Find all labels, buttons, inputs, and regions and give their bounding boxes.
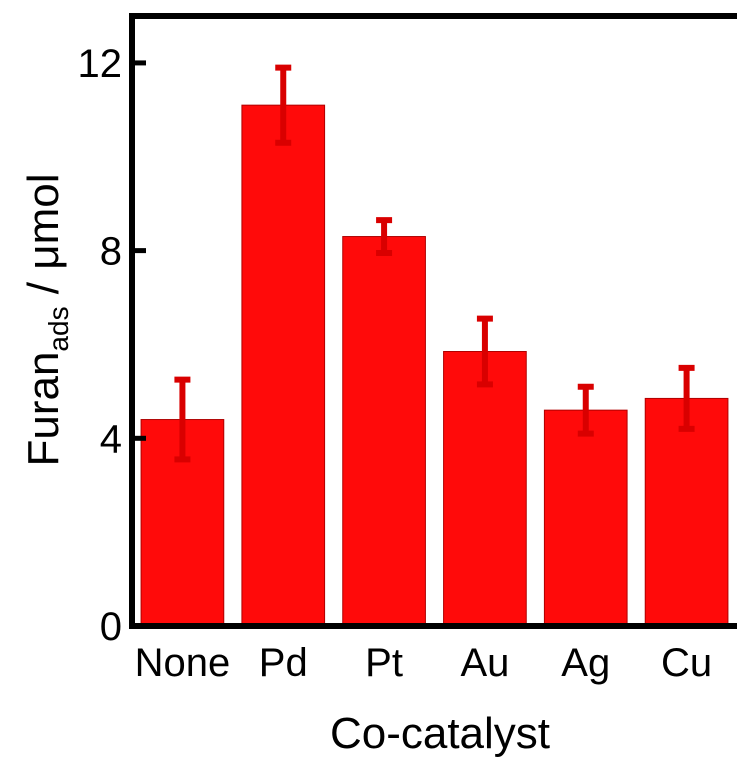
bar-pt <box>342 236 426 627</box>
y-axis-title: Furanads / μmol <box>19 173 74 466</box>
error-bar-none <box>174 376 191 463</box>
y-tick-label-4: 4 <box>100 417 122 461</box>
x-tick-label-au: Au <box>460 641 509 685</box>
bar-au <box>443 351 527 627</box>
error-bar-au <box>476 315 493 388</box>
error-bar-ag <box>577 383 594 437</box>
x-axis-title: Co-catalyst <box>330 709 550 758</box>
error-bar-pd <box>275 64 292 146</box>
y-axis-title-subscript: ads <box>43 306 74 351</box>
y-axis-title-unit: / μmol <box>19 173 68 306</box>
y-axis-ticks: 0 4 8 12 <box>78 42 146 649</box>
y-tick-label-0: 0 <box>100 605 122 649</box>
plot-frame <box>129 13 737 629</box>
x-tick-label-ag: Ag <box>561 641 610 685</box>
bar-pd <box>241 104 326 627</box>
x-axis-tick-labels: None Pd Pt Au Ag Cu <box>135 641 713 685</box>
y-tick-label-8: 8 <box>100 230 122 274</box>
bars-group <box>140 104 729 627</box>
bar-cu <box>644 397 729 627</box>
x-tick-label-pd: Pd <box>259 641 308 685</box>
x-tick-label-none: None <box>135 641 231 685</box>
bar-ag <box>543 409 628 627</box>
error-bar-cu <box>678 364 695 432</box>
x-tick-label-cu: Cu <box>661 641 712 685</box>
error-bar-pt <box>376 217 393 256</box>
error-bars-group <box>174 64 695 463</box>
y-axis-title-main: Furan <box>19 352 68 467</box>
y-tick-label-12: 12 <box>78 42 123 86</box>
x-tick-label-pt: Pt <box>365 641 403 685</box>
